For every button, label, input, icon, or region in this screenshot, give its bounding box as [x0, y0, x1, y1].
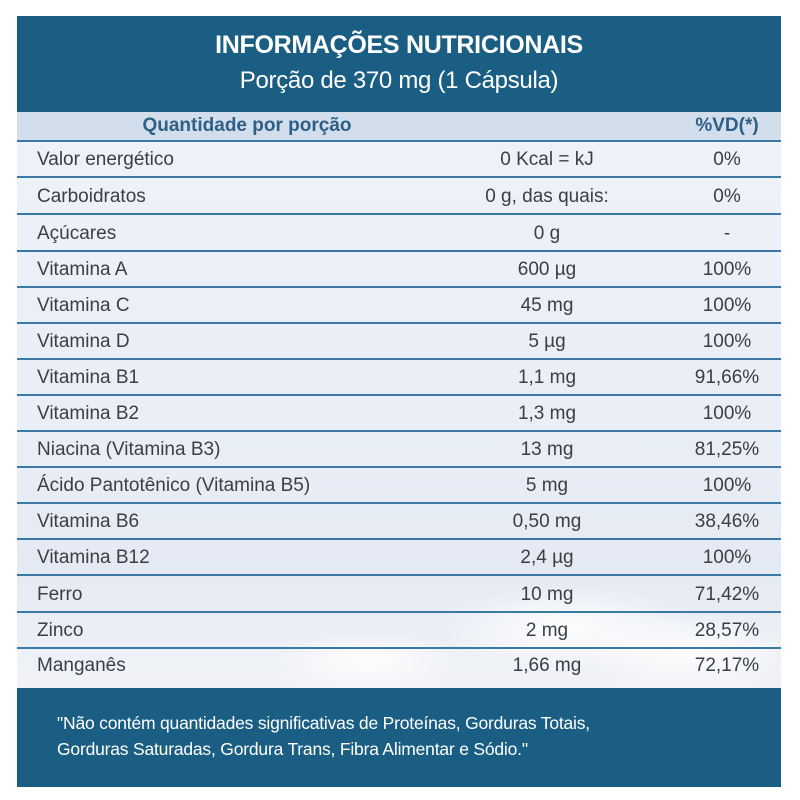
nutrient-dv: 100%: [702, 259, 752, 280]
nutrient-dv: 100%: [702, 475, 752, 496]
column-header-quantity: Quantidade por porção: [142, 115, 352, 136]
nutrient-name: Niacina (Vitamina B3): [37, 439, 221, 460]
table-row: Vitamina B2 1,3 mg 100%: [17, 398, 781, 432]
nutrient-dv: 71,42%: [694, 584, 760, 605]
nutrient-name: Valor energético: [37, 149, 174, 170]
nutrient-amount: 10 mg: [520, 584, 574, 605]
nutrient-amount: 1,3 mg: [517, 403, 577, 424]
nutrient-dv: 0%: [713, 149, 741, 170]
nutrient-amount: 5 µg: [528, 331, 566, 352]
table-header-row: Quantidade por porção %VD(*): [17, 112, 781, 142]
footnote-line: "Não contém quantidades significativas d…: [57, 713, 590, 733]
nutrient-amount: 0 Kcal = kJ: [500, 149, 594, 170]
nutrient-amount: 0 g, das quais:: [485, 186, 609, 207]
nutrient-dv: 38,46%: [694, 511, 760, 532]
table-row: Niacina (Vitamina B3) 13 mg 81,25%: [17, 434, 781, 468]
nutrient-name: Açúcares: [37, 223, 117, 244]
table-row: Vitamina A 600 µg 100%: [17, 254, 781, 288]
table-row: Vitamina B6 0,50 mg 38,46%: [17, 506, 781, 540]
nutrient-amount: 1,66 mg: [512, 655, 582, 676]
table-row: Zinco 2 mg 28,57%: [17, 615, 781, 649]
nutrient-name: Vitamina D: [37, 331, 130, 352]
nutrient-name: Vitamina A: [37, 259, 128, 280]
nutrient-amount: 5 mg: [525, 475, 569, 496]
nutrition-header: INFORMAÇÕES NUTRICIONAIS Porção de 370 m…: [17, 16, 781, 112]
nutrient-name: Vitamina B6: [37, 511, 140, 532]
nutrient-amount: 0 g: [533, 223, 561, 244]
nutrition-table: Quantidade por porção %VD(*) Valor energ…: [17, 112, 781, 688]
nutrient-name: Ferro: [37, 584, 83, 605]
table-row: Carboidratos 0 g, das quais: 0%: [17, 181, 781, 215]
nutrient-amount: 1,1 mg: [517, 367, 577, 388]
table-row: Ácido Pantotênico (Vitamina B5) 5 mg 100…: [17, 470, 781, 504]
nutrient-name: Vitamina C: [37, 295, 130, 316]
nutrient-dv: 28,57%: [694, 620, 760, 641]
nutrient-dv: -: [723, 223, 731, 244]
nutrient-dv: 100%: [702, 547, 752, 568]
nutrient-dv: 100%: [702, 403, 752, 424]
table-row: Vitamina B1 1,1 mg 91,66%: [17, 362, 781, 396]
column-header-dv: %VD(*): [695, 115, 759, 136]
nutrient-name: Vitamina B2: [37, 403, 140, 424]
nutrient-dv: 72,17%: [694, 655, 760, 676]
nutrient-dv: 81,25%: [694, 439, 760, 460]
nutrient-amount: 45 mg: [520, 295, 574, 316]
nutrient-amount: 13 mg: [520, 439, 574, 460]
nutrient-name: Manganês: [37, 655, 126, 676]
serving-size: Porção de 370 mg (1 Cápsula): [239, 67, 559, 94]
nutrient-dv: 100%: [702, 295, 752, 316]
nutrient-dv: 91,66%: [694, 367, 760, 388]
table-row: Manganês 1,66 mg 72,17%: [17, 650, 781, 684]
footnote: "Não contém quantidades significativas d…: [17, 688, 781, 787]
table-row: Vitamina B12 2,4 µg 100%: [17, 542, 781, 576]
nutrition-title: INFORMAÇÕES NUTRICIONAIS: [215, 31, 583, 59]
nutrient-name: Zinco: [37, 620, 84, 641]
background-cloud: [577, 612, 781, 688]
nutrient-amount: 0,50 mg: [512, 511, 582, 532]
table-row: Valor energético 0 Kcal = kJ 0%: [17, 144, 781, 178]
nutrient-name: Carboidratos: [37, 186, 146, 207]
nutrient-dv: 0%: [713, 186, 741, 207]
table-row: Vitamina C 45 mg 100%: [17, 290, 781, 324]
table-row: Vitamina D 5 µg 100%: [17, 326, 781, 360]
nutrient-name: Ácido Pantotênico (Vitamina B5): [37, 475, 311, 496]
nutrient-amount: 600 µg: [517, 259, 577, 280]
table-row: Ferro 10 mg 71,42%: [17, 579, 781, 613]
nutrition-facts-panel: INFORMAÇÕES NUTRICIONAIS Porção de 370 m…: [17, 16, 781, 787]
footnote-line: Gorduras Saturadas, Gordura Trans, Fibra…: [57, 739, 528, 759]
background-cloud: [267, 632, 467, 688]
nutrient-dv: 100%: [702, 331, 752, 352]
nutrient-name: Vitamina B1: [37, 367, 140, 388]
nutrient-name: Vitamina B12: [37, 547, 150, 568]
nutrient-amount: 2 mg: [525, 620, 569, 641]
table-row: Açúcares 0 g -: [17, 218, 781, 252]
nutrient-amount: 2,4 µg: [520, 547, 574, 568]
